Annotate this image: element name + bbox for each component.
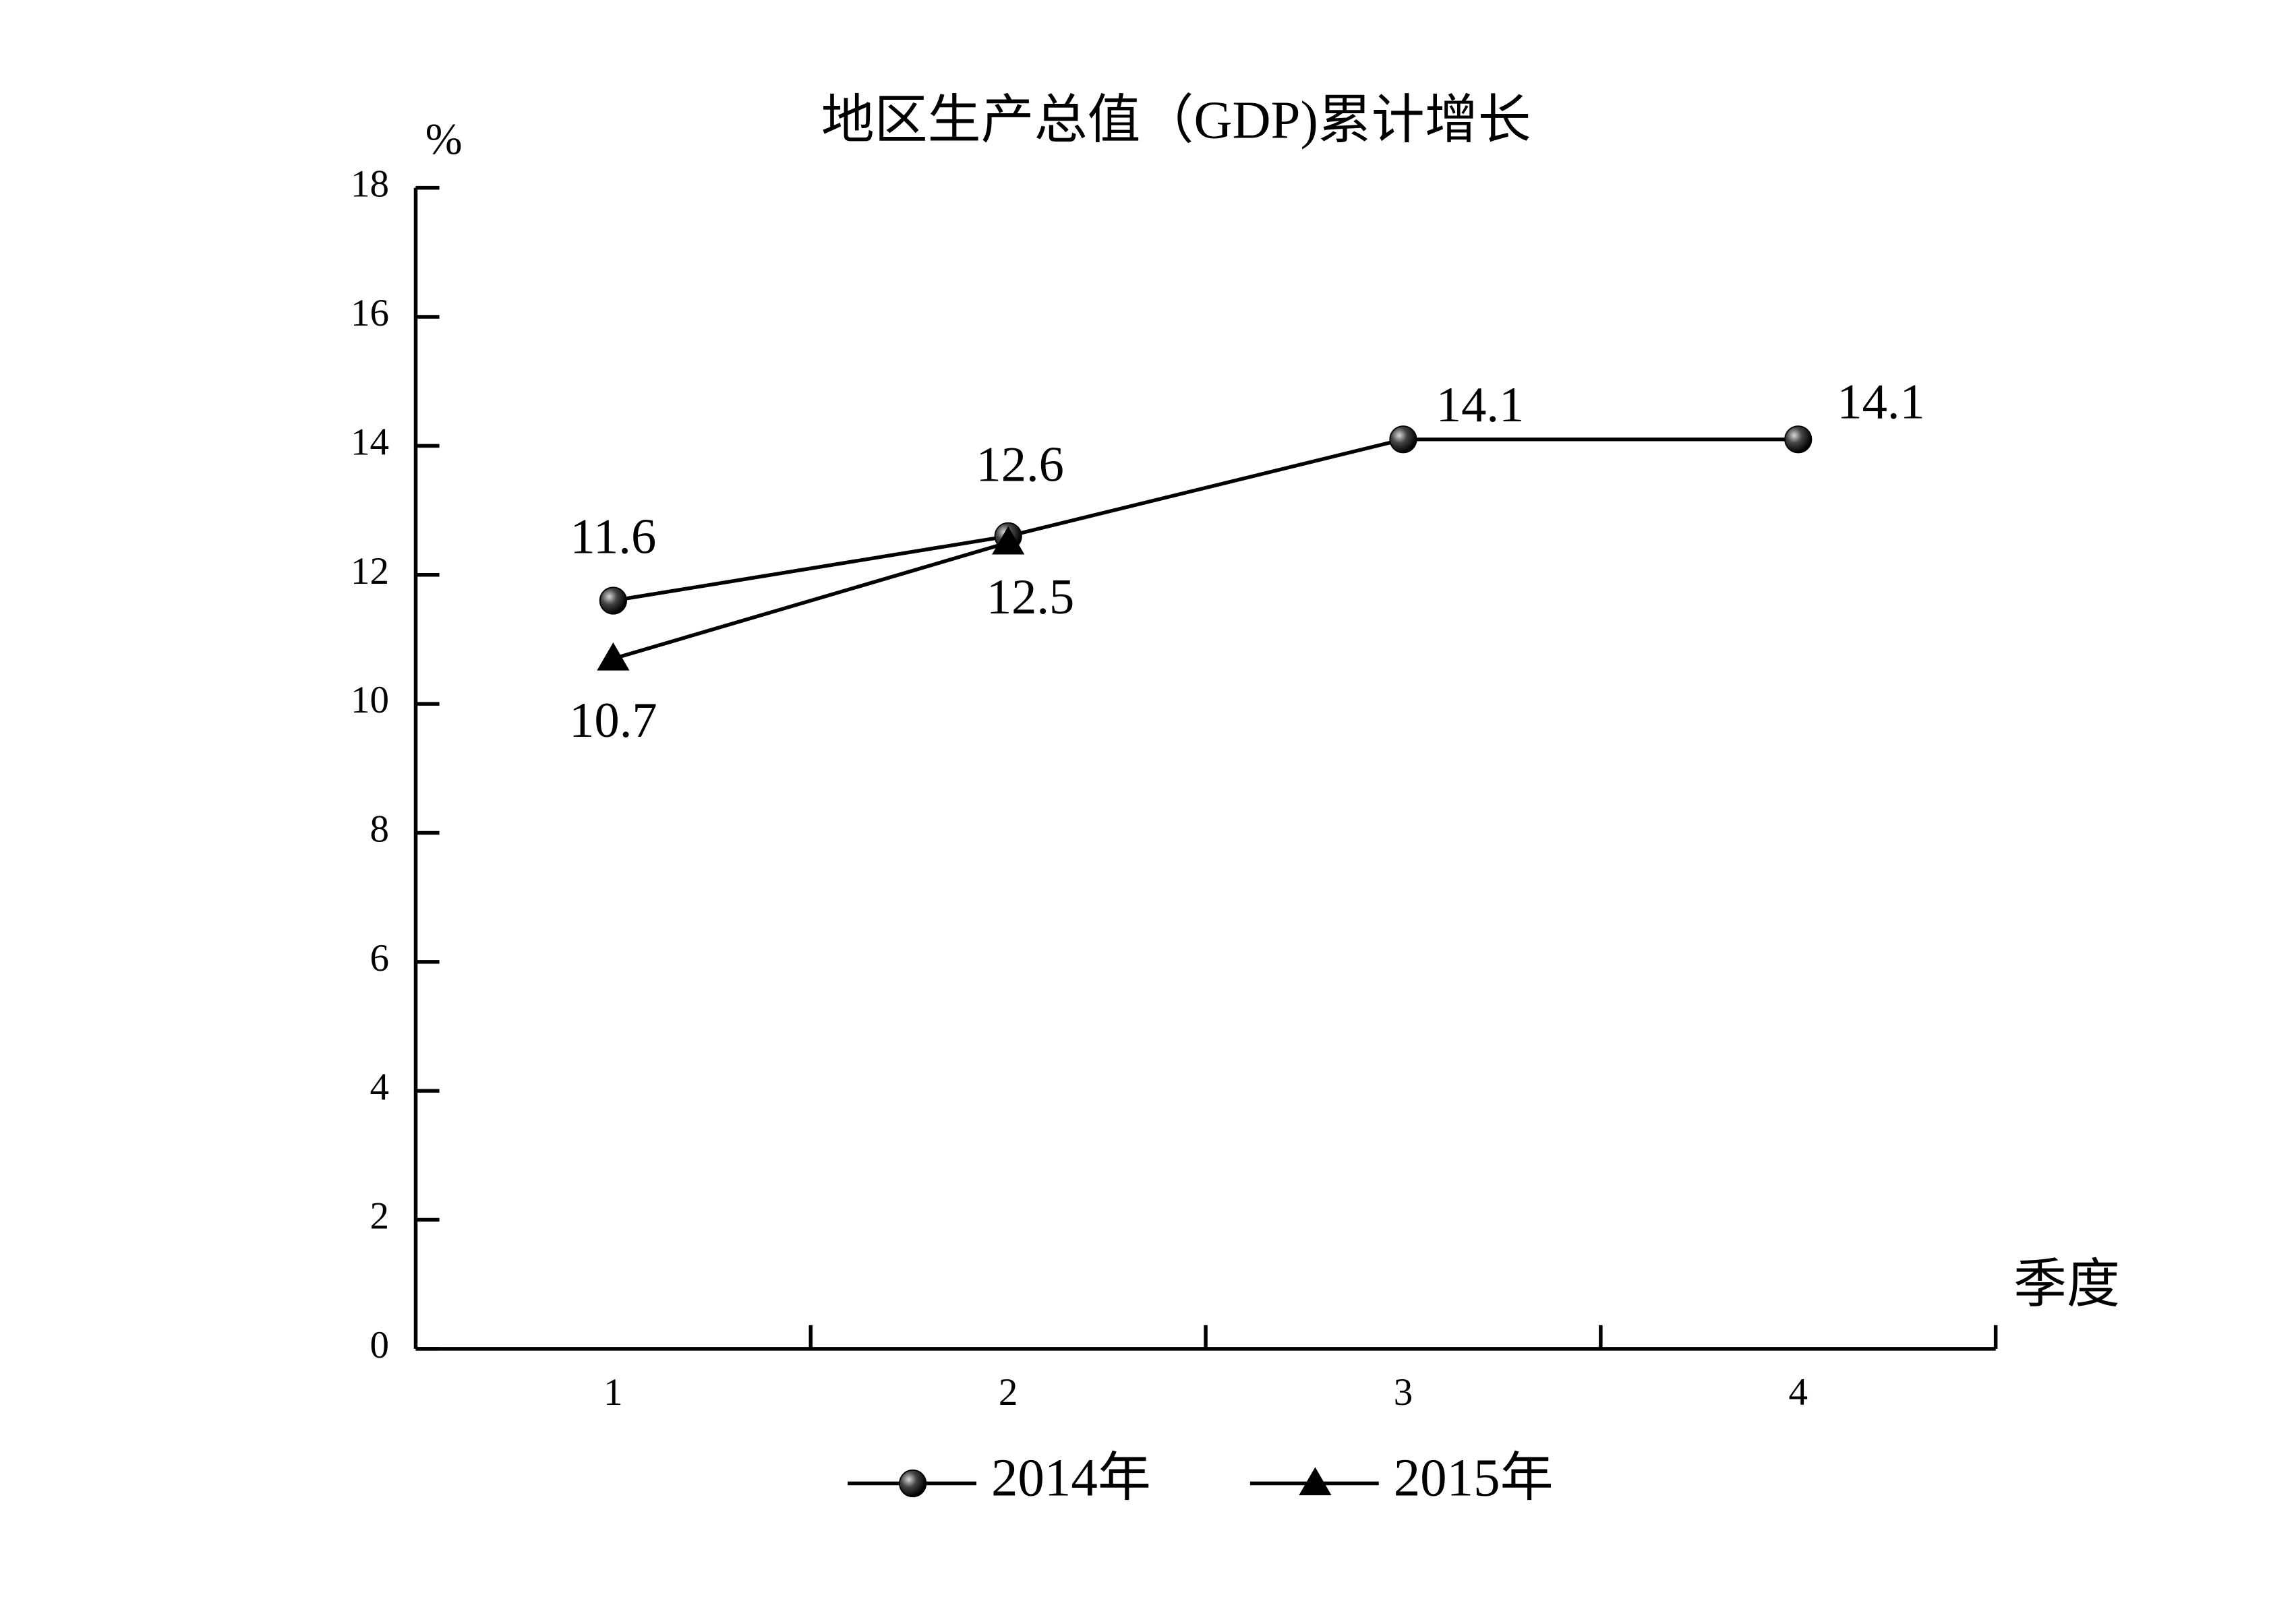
y-tick-label: 12 [351, 550, 389, 593]
legend-label: 2014年 [991, 1449, 1151, 1508]
legend-marker [1299, 1467, 1332, 1496]
y-tick-label: 16 [351, 292, 389, 334]
marker-circle [1784, 425, 1813, 454]
marker-triangle [597, 642, 630, 671]
y-tick-label: 10 [351, 679, 389, 721]
marker-circle [1389, 425, 1417, 454]
marker-triangle [992, 526, 1025, 555]
x-axis-label: 季度 [2013, 1255, 2120, 1314]
data-label: 14.1 [1837, 375, 1925, 430]
y-tick-label: 8 [370, 808, 389, 851]
y-tick-label: 0 [370, 1324, 389, 1366]
legend-label: 2015年 [1394, 1449, 1554, 1508]
data-label: 12.5 [987, 570, 1075, 625]
y-axis-label: % [425, 115, 463, 164]
x-tick-label: 3 [1394, 1371, 1413, 1414]
y-tick-label: 6 [370, 937, 389, 979]
marker-circle [599, 586, 628, 615]
x-tick-label: 2 [999, 1371, 1018, 1414]
x-tick-label: 4 [1788, 1371, 1808, 1414]
data-label: 10.7 [569, 693, 657, 748]
x-tick-label: 1 [604, 1371, 623, 1414]
y-tick-label: 14 [351, 421, 389, 463]
series-line [612, 437, 1798, 603]
chart-title: 地区生产总值（GDP)累计增长 [821, 92, 1531, 150]
y-tick-label: 4 [370, 1066, 389, 1108]
data-label: 12.6 [976, 437, 1064, 493]
data-label: 14.1 [1436, 377, 1525, 433]
legend-marker [899, 1469, 927, 1498]
series-line [612, 541, 1009, 661]
y-tick-label: 18 [351, 163, 389, 206]
y-tick-label: 2 [370, 1195, 389, 1238]
data-label: 11.6 [570, 509, 657, 564]
